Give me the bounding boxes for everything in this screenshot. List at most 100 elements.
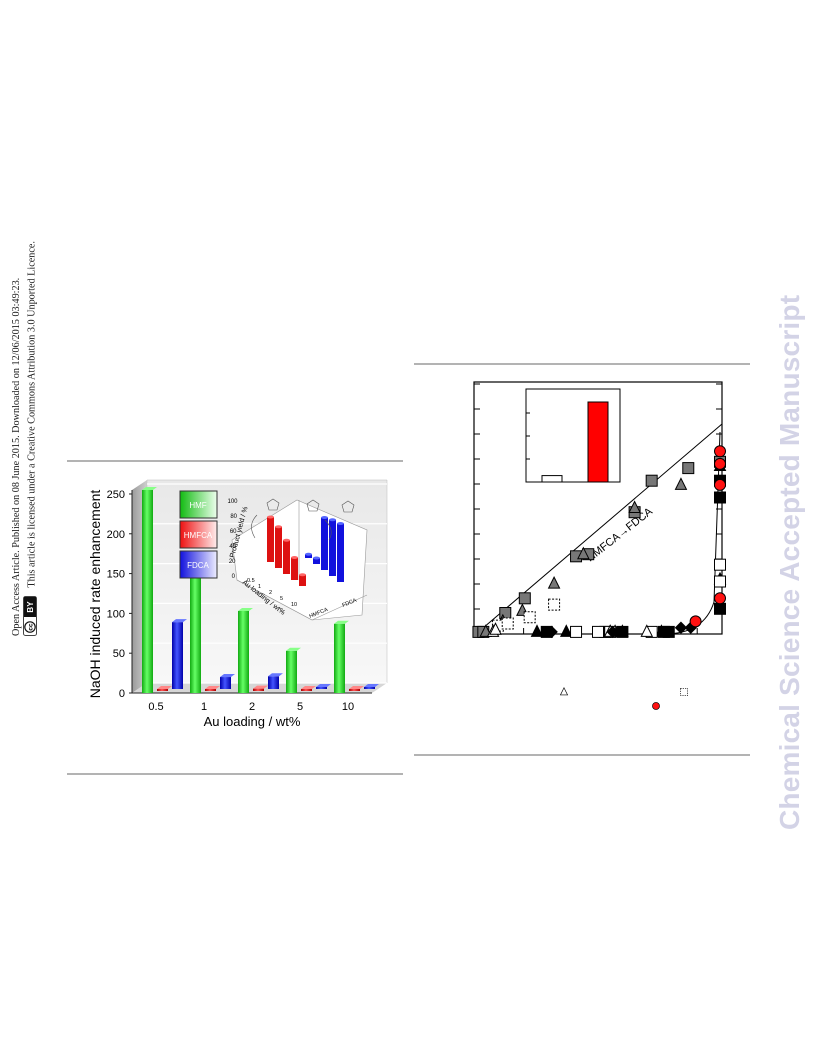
inset-y-tick: 20 xyxy=(229,559,236,565)
bar-hmfca xyxy=(349,689,360,691)
y-tick-label: 100 xyxy=(107,608,125,620)
inset-x-ticks: 0.51 2 5 10 xyxy=(247,578,297,608)
inset-y-tick: 0 xyxy=(232,574,236,580)
bars xyxy=(142,487,379,693)
bar-fdca xyxy=(172,622,183,689)
marker-square-black xyxy=(714,602,726,615)
bar-top xyxy=(268,673,283,677)
legend-marker-triangle-white xyxy=(559,687,569,696)
marker-square-white xyxy=(714,558,726,571)
furan-ring-icon xyxy=(341,500,355,513)
marker-triangle-gray xyxy=(628,500,641,513)
inset-y-tick: 80 xyxy=(230,514,237,520)
inset-bar xyxy=(337,523,344,582)
inset-bar xyxy=(587,401,609,483)
by-text: BY xyxy=(26,601,35,613)
marker-square-white xyxy=(714,575,726,588)
bar-hmf xyxy=(286,650,297,693)
fit-line-diagonal xyxy=(475,423,723,635)
data-points xyxy=(472,445,727,639)
bar-top xyxy=(157,686,172,689)
inset-bar-top xyxy=(337,522,344,525)
reaction-arrow-icon xyxy=(251,514,258,539)
legend: HMF HMFCA FDCA xyxy=(179,490,218,579)
inset-floor-edge-2 xyxy=(311,594,368,621)
reaction-arrow-icon xyxy=(324,519,332,541)
bar-top xyxy=(142,487,157,490)
inset-bar-top xyxy=(299,573,306,577)
inset-bar xyxy=(541,475,563,483)
bar-fdca xyxy=(268,676,279,689)
y-tick-label: 150 xyxy=(107,569,125,581)
marker-square-black xyxy=(662,625,675,638)
bar-hmf xyxy=(238,611,249,693)
x-tick-label: 0.5 xyxy=(148,701,163,713)
legend-label-fdca: FDCA xyxy=(187,561,209,570)
inset-x-tick: 1 xyxy=(258,584,261,590)
inset-bar-top xyxy=(283,538,290,542)
bar-hmf xyxy=(334,623,345,693)
legend xyxy=(559,687,688,710)
license-line-1: Open Access Article. Published on 08 Jun… xyxy=(11,277,22,636)
bar-hmfca xyxy=(301,689,312,691)
marker-triangle-white xyxy=(640,624,654,637)
marker-square-dashed xyxy=(501,617,514,630)
legend-swatch-fdca xyxy=(179,550,218,579)
inset-bar-top xyxy=(275,525,282,529)
furan-ring-icon xyxy=(306,499,320,512)
inset-x-tick: 5 xyxy=(280,596,283,602)
x-tick-label: 10 xyxy=(342,701,354,713)
inset-bar-top xyxy=(305,552,312,556)
marker-square-gray xyxy=(645,474,658,487)
marker-square-white xyxy=(570,625,583,638)
rule-right-bottom xyxy=(414,754,750,756)
bar-hmf xyxy=(190,577,201,693)
license-notice: Open Access Article. Published on 08 Jun… xyxy=(10,176,41,636)
marker-circle-red xyxy=(714,457,726,470)
bar-top xyxy=(334,620,349,624)
bar-hmfca xyxy=(205,689,216,691)
marker-square-dashed xyxy=(523,611,536,624)
marker-square-black xyxy=(714,491,726,504)
marker-triangle-gray xyxy=(577,546,590,560)
inset-bar xyxy=(321,517,328,570)
watermark: Chemical Science Accepted Manuscript xyxy=(774,294,805,830)
bar-top xyxy=(364,684,379,687)
inset-y-ticks: 0 20 40 60 80 100 xyxy=(227,499,238,580)
marker-triangle-gray xyxy=(674,477,688,490)
inset-y-tick: 60 xyxy=(230,529,237,535)
bar-top xyxy=(301,686,316,689)
legend-label-hmf: HMF xyxy=(189,501,206,510)
bar-hmfca xyxy=(157,689,168,691)
y-tick-label: 250 xyxy=(107,489,125,501)
furan-ring-icon xyxy=(266,498,280,511)
y-tick-labels: 0 50 100 150 200 250 xyxy=(107,489,132,700)
y-axis-label: NaOH induced rate enhancement xyxy=(87,490,103,699)
legend-swatch-hmfca xyxy=(179,520,218,549)
molecule-structures xyxy=(251,498,355,541)
bar-fdca xyxy=(316,687,327,689)
inset-x-tick: 0.5 xyxy=(247,578,255,584)
rule-left-top xyxy=(67,460,403,462)
bar-top xyxy=(220,674,235,678)
legend-marker-square-dashed xyxy=(680,688,688,696)
inset-floor-edge xyxy=(236,579,313,621)
inset-bar xyxy=(329,519,336,576)
bar-hmf xyxy=(142,490,153,693)
y-tick-label: 200 xyxy=(107,529,125,541)
bar-top xyxy=(238,608,253,612)
marker-circle-red xyxy=(714,445,726,458)
cc-by-badge[interactable]: cc BY xyxy=(23,596,41,636)
inset-bar xyxy=(267,517,274,562)
marker-triangle-black xyxy=(559,624,573,637)
bar-top xyxy=(349,686,364,689)
x-tick-label: 2 xyxy=(249,701,255,713)
marker-circle-red xyxy=(689,615,702,628)
inset-x-tick: 10 xyxy=(291,602,297,608)
y-tick-label: 50 xyxy=(113,648,125,660)
bar-top xyxy=(316,684,331,687)
marker-circle-red xyxy=(714,478,726,491)
inset-y-tick: 40 xyxy=(229,544,236,550)
